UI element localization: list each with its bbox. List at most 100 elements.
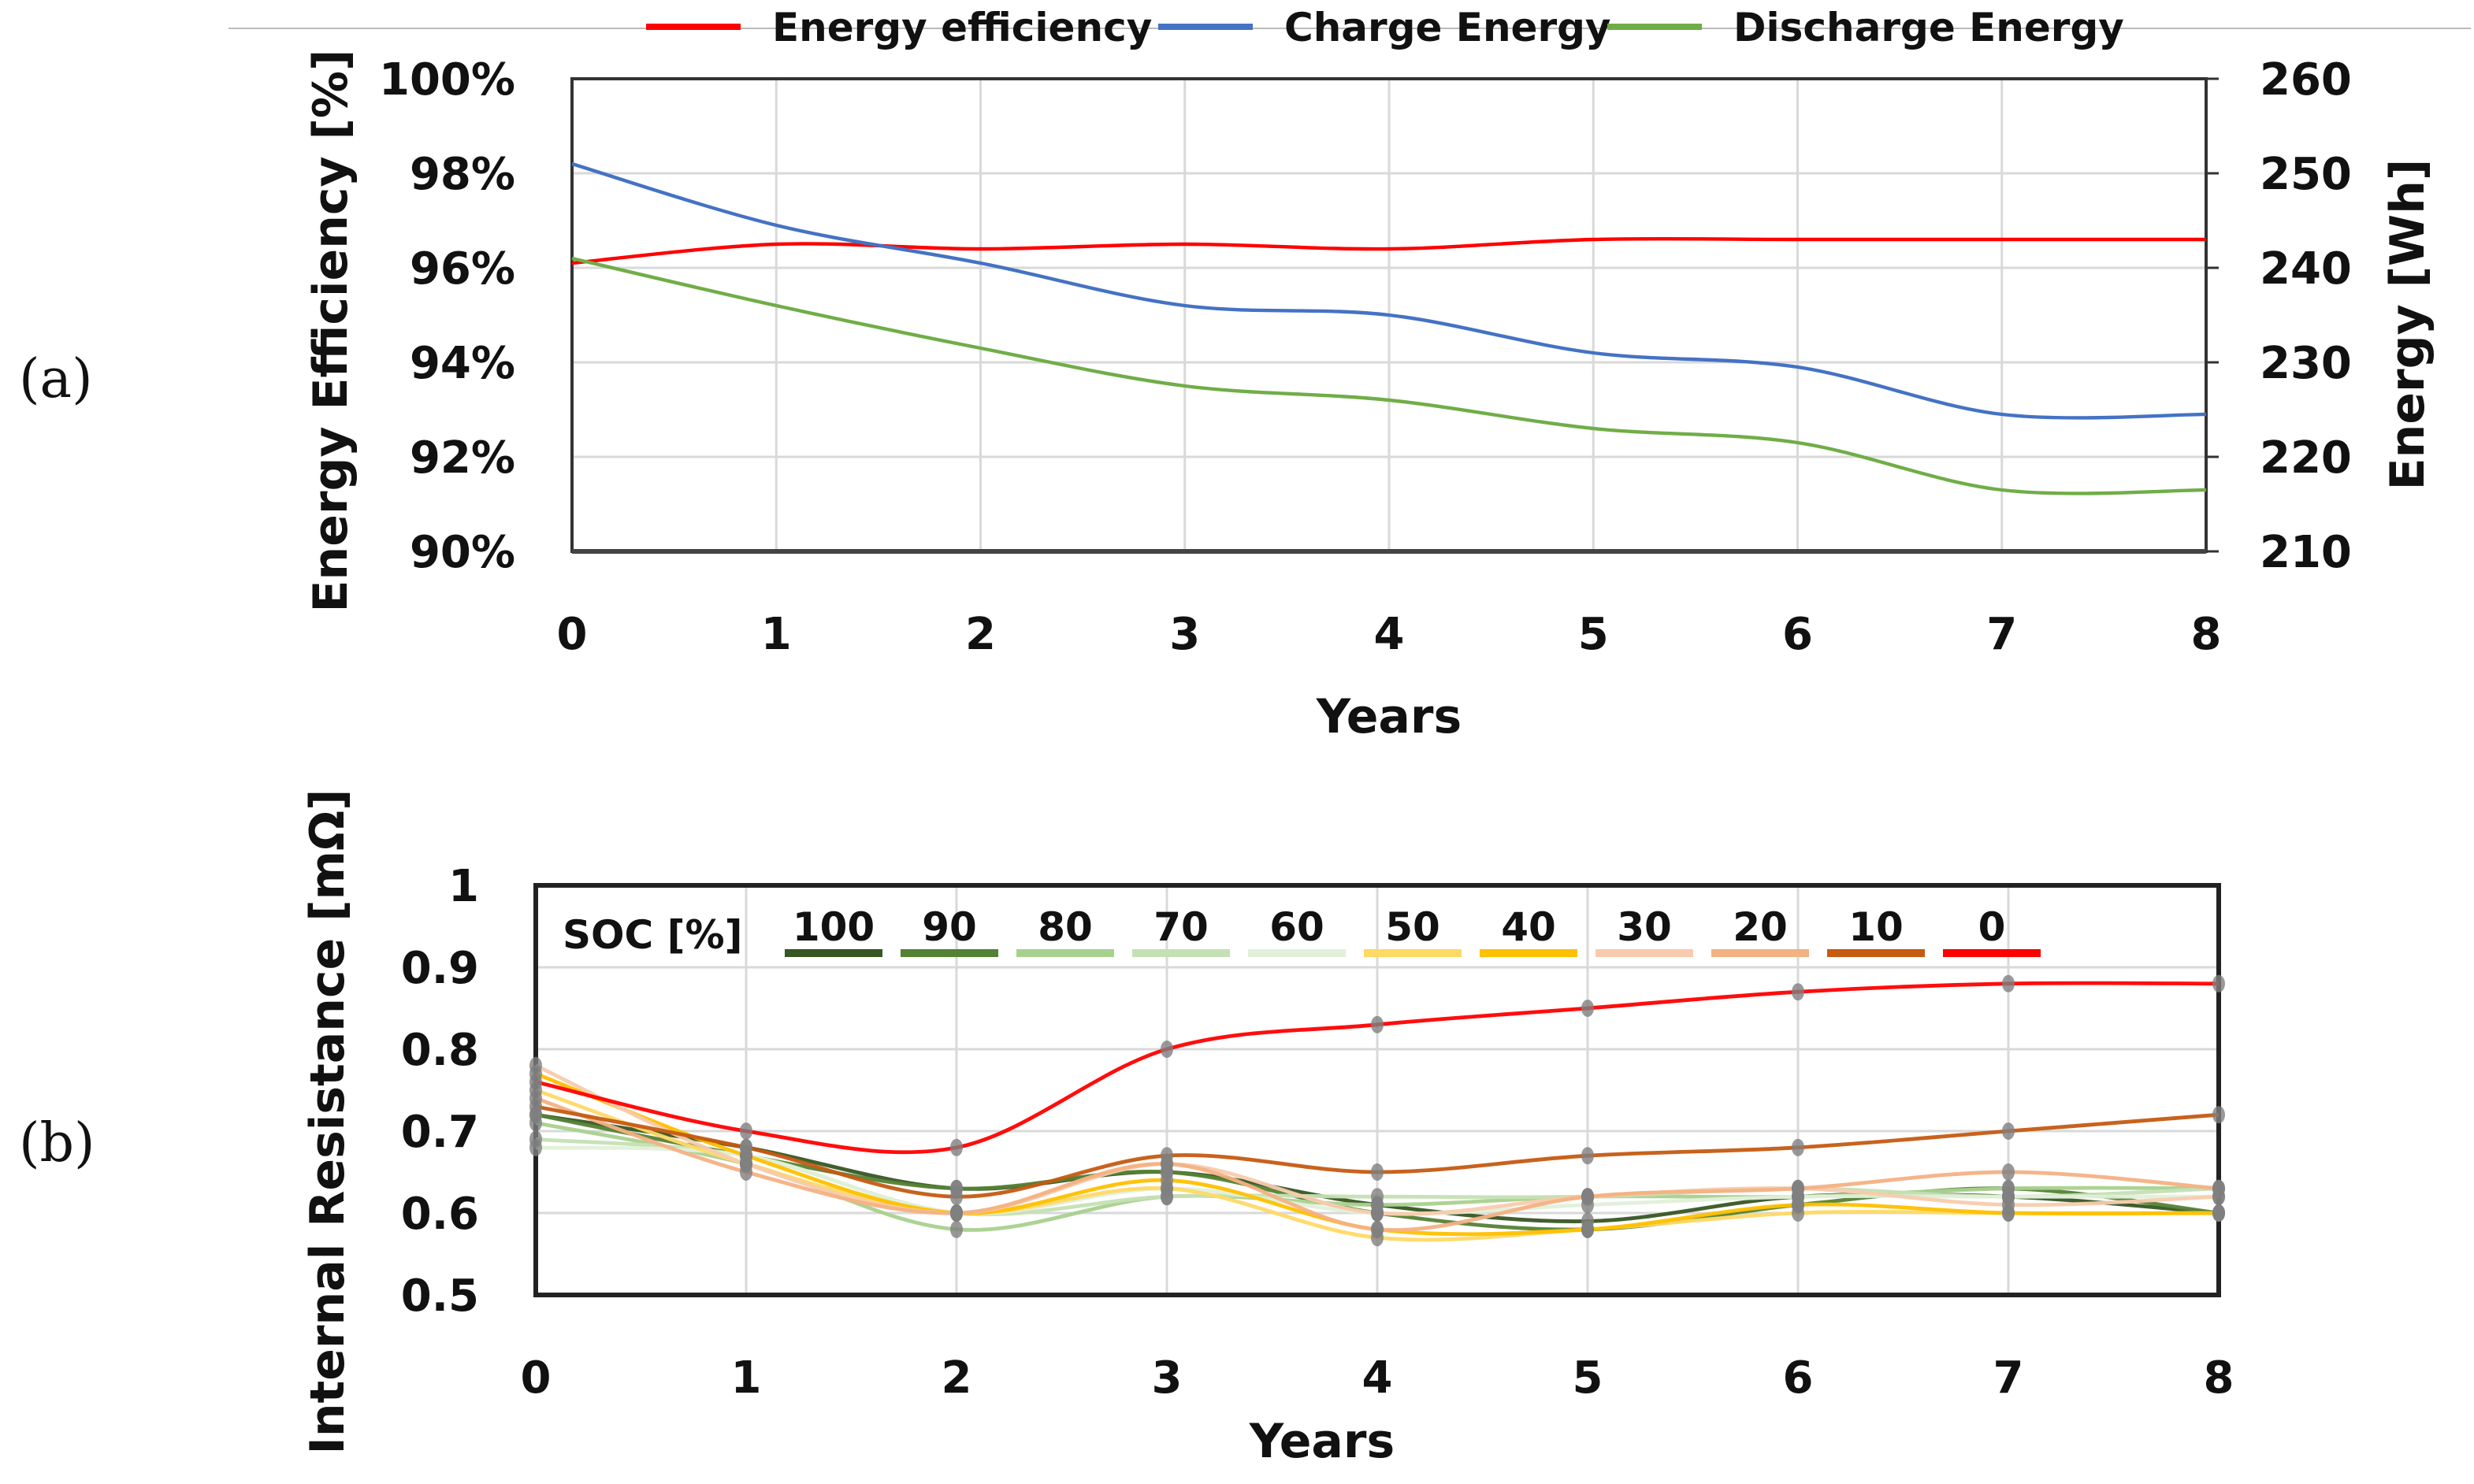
data-point: [1792, 1138, 1804, 1156]
data-point: [1581, 1188, 1594, 1206]
data-point: [1581, 1147, 1594, 1165]
data-point: [1371, 1188, 1384, 1206]
x-tick-label: 6: [1783, 1352, 1814, 1404]
data-point: [1371, 1220, 1384, 1238]
legend-label: 90: [922, 904, 977, 950]
data-point: [950, 1220, 963, 1238]
data-point: [529, 1138, 542, 1156]
y-axis-title-a: Energy Efficiency [%]: [303, 50, 358, 613]
data-point: [529, 1073, 542, 1091]
y-axis-title-b: Internal Resistance [mΩ]: [300, 789, 355, 1455]
data-point: [950, 1188, 963, 1206]
x-tick-label: 8: [2191, 609, 2222, 660]
data-point: [1161, 1171, 1173, 1189]
series-line-charge-energy: [571, 161, 2207, 420]
data-point: [529, 1114, 542, 1132]
data-point: [1581, 1220, 1594, 1238]
y-tick-label: 0.5: [401, 1271, 479, 1322]
x-axis-title-a: Years: [1316, 689, 1462, 744]
data-point: [2002, 1163, 2015, 1181]
data-point: [1581, 1000, 1594, 1017]
legend-label: 40: [1501, 904, 1556, 950]
data-point: [1792, 983, 1804, 1001]
x-tick-label: 1: [761, 609, 792, 660]
legend-label: 10: [1848, 904, 1904, 950]
x-tick-label: 6: [1782, 609, 1813, 660]
legend-label: 70: [1153, 904, 1209, 950]
x-tick-label: 1: [731, 1352, 762, 1404]
data-point: [1792, 1196, 1804, 1214]
data-point: [2212, 1204, 2225, 1222]
y-tick-label: 100%: [379, 54, 515, 106]
y2-tick-label: 230: [2260, 338, 2352, 389]
y2-tick-label: 240: [2260, 243, 2352, 295]
data-point: [1792, 1179, 1804, 1197]
data-point: [529, 1097, 542, 1115]
data-point: [2212, 974, 2225, 992]
chart-b: (b)0.50.60.70.80.910 1 2 3 4 5 6 7 8YearsInterna…: [19, 789, 2234, 1469]
y2-tick-label: 250: [2260, 149, 2352, 200]
y-tick-label: 94%: [410, 338, 515, 389]
legend-label: Energy efficiency: [772, 5, 1152, 50]
x-tick-label: 7: [1986, 609, 2017, 660]
data-point: [2212, 1179, 2225, 1197]
x-tick-label: 2: [942, 1352, 972, 1404]
data-point: [2212, 1106, 2225, 1124]
legend-label: Charge Energy: [1284, 5, 1611, 50]
y-tick-label: 90%: [410, 527, 515, 578]
x-tick-label: 8: [2204, 1352, 2234, 1404]
data-point: [1371, 1015, 1384, 1033]
data-point: [1371, 1204, 1384, 1222]
x-tick-label: 4: [1374, 609, 1405, 660]
legend-label: 20: [1733, 904, 1788, 950]
y-tick-label: 0.6: [401, 1189, 479, 1240]
x-tick-label: 2: [965, 609, 996, 660]
panel-label-a: (a): [19, 348, 93, 410]
data-point: [2002, 1196, 2015, 1214]
panel-label-b: (b): [19, 1112, 95, 1174]
x-tick-label: 4: [1362, 1352, 1393, 1404]
y2-tick-label: 210: [2260, 527, 2352, 578]
x-tick-label: 5: [1578, 609, 1609, 660]
y-tick-label: 0.9: [401, 943, 479, 994]
x-tick-label: 5: [1573, 1352, 1603, 1404]
y-tick-label: 0.8: [401, 1025, 479, 1076]
legend-label: 100: [793, 904, 875, 950]
legend-label: 60: [1269, 904, 1324, 950]
y-tick-label: 0.7: [401, 1107, 479, 1158]
y2-axis-title-a: Energy [Wh]: [2380, 159, 2435, 491]
x-axis-title-b: Years: [1249, 1414, 1395, 1469]
y2-tick-label: 220: [2260, 432, 2352, 484]
legend-label: 0: [1978, 904, 2006, 950]
data-point: [950, 1204, 963, 1222]
x-tick-label: 3: [1169, 609, 1200, 660]
x-tick-label: 0: [557, 609, 588, 660]
series-line-energy-efficiency: [571, 236, 2206, 265]
y2-tick-label: 260: [2260, 54, 2352, 106]
y-tick-label: 1: [448, 861, 479, 912]
legend-label: 50: [1385, 904, 1440, 950]
data-point: [2002, 974, 2015, 992]
legend-label: 30: [1617, 904, 1672, 950]
legend-title: SOC [%]: [563, 912, 742, 958]
data-point: [950, 1138, 963, 1156]
y-tick-label: 92%: [410, 432, 515, 484]
x-tick-label: 0: [521, 1352, 552, 1404]
data-point: [740, 1163, 752, 1181]
series-line-discharge-energy: [571, 256, 2207, 495]
data-point: [2002, 1122, 2015, 1140]
y-tick-label: 96%: [410, 243, 515, 295]
chart-a: (a)90%92%94%96%98%100%210220230240250260…: [19, 5, 2435, 744]
y-tick-label: 98%: [410, 149, 515, 200]
data-point: [1371, 1163, 1384, 1181]
legend-label: Discharge Energy: [1733, 5, 2124, 50]
data-point: [740, 1138, 752, 1156]
data-point: [529, 1056, 542, 1074]
data-point: [1161, 1147, 1173, 1165]
data-point: [1161, 1041, 1173, 1058]
x-tick-label: 3: [1152, 1352, 1183, 1404]
x-tick-label: 7: [1993, 1352, 2024, 1404]
data-point: [740, 1122, 752, 1140]
legend-label: 80: [1038, 904, 1093, 950]
